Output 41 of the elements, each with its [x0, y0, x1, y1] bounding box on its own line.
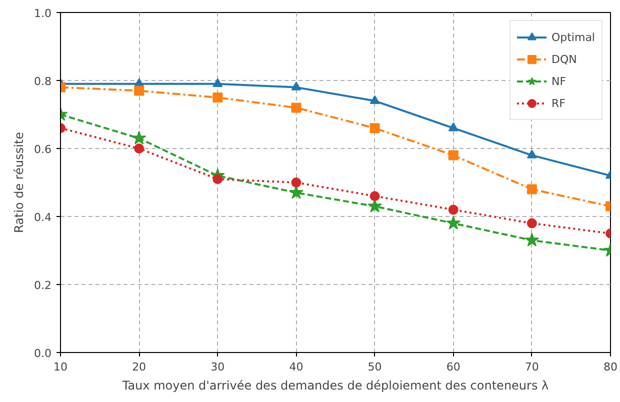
y-tick-label: 0.4	[34, 211, 52, 224]
x-tick-label: 40	[289, 360, 304, 374]
y-axis-title: Ratio de réussite	[12, 132, 26, 234]
x-tick-label: 80	[604, 360, 618, 374]
point	[370, 123, 380, 134]
point	[291, 82, 302, 90]
x-tick-label: 70	[524, 360, 539, 374]
legend-label: RF	[551, 96, 566, 110]
point	[448, 150, 458, 160]
x-tick-label: 10	[54, 360, 68, 374]
point	[370, 191, 380, 202]
point	[289, 185, 304, 199]
y-tick-label: 0.2	[34, 279, 52, 292]
legend-label: DQN	[551, 52, 577, 66]
point	[524, 232, 540, 246]
point	[291, 102, 302, 113]
point	[448, 122, 458, 132]
y-tick-label: 0.8	[34, 75, 52, 88]
point	[134, 86, 144, 96]
point	[370, 95, 380, 104]
point	[368, 198, 382, 212]
point	[448, 204, 458, 215]
x-tick-label: 20	[132, 360, 146, 374]
x-tick-label: 60	[446, 360, 460, 374]
legend-label: NF	[551, 74, 568, 88]
point	[526, 184, 537, 194]
legend-label: Optimal	[551, 30, 595, 44]
point	[291, 178, 302, 188]
y-tick-label: 1.0	[34, 7, 52, 20]
x-tick-label: 30	[210, 360, 225, 374]
point	[526, 150, 537, 158]
point	[526, 218, 537, 228]
y-tick-label: 0.6	[34, 143, 52, 156]
point	[212, 92, 223, 102]
point	[212, 78, 223, 87]
point	[134, 144, 144, 154]
x-tick-label: 50	[368, 360, 382, 374]
x-axis-title: Taux moyen d'arrivée des demandes de déploiement des conteneurs λ	[121, 378, 549, 392]
point	[446, 216, 461, 230]
point	[132, 130, 146, 144]
y-tick-label: 0.0	[34, 347, 52, 360]
